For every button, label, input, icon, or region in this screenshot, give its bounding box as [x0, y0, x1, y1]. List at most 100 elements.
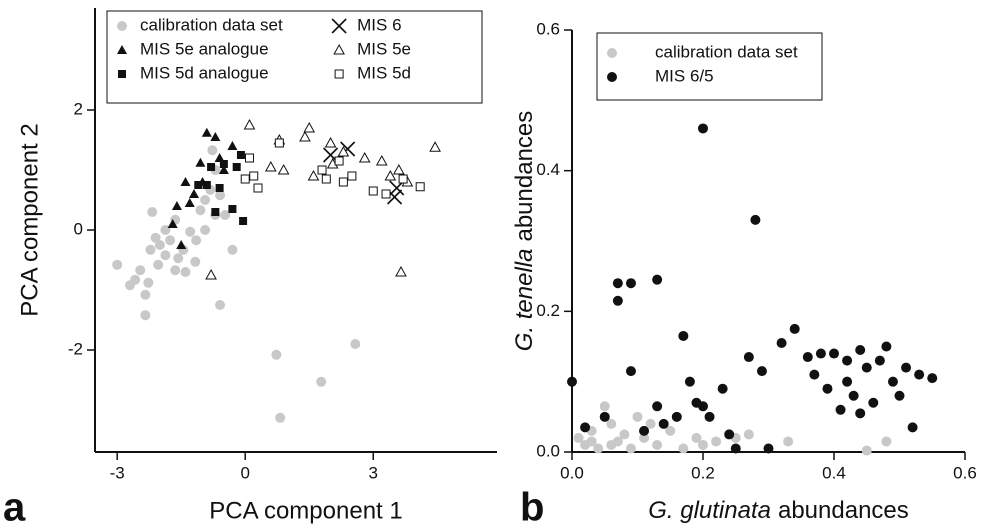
- marker: [244, 153, 254, 163]
- marker: [375, 154, 388, 166]
- axis-label: PCA component 2: [16, 123, 43, 316]
- marker: [350, 339, 361, 349]
- marker: [874, 355, 885, 366]
- marker: [215, 184, 224, 192]
- marker: [220, 210, 231, 220]
- marker: [724, 429, 735, 440]
- marker: [176, 240, 187, 249]
- x-tick-label: 0.6: [953, 463, 977, 482]
- axis-label: G. glutinata abundances: [648, 497, 909, 524]
- x-tick-label: 0.0: [560, 463, 584, 482]
- marker: [835, 404, 846, 415]
- marker: [232, 163, 241, 171]
- marker: [907, 422, 918, 433]
- marker: [316, 376, 327, 387]
- y-tick-label: 0.0: [536, 441, 560, 460]
- marker: [275, 412, 286, 423]
- legend-marker: [117, 45, 127, 54]
- marker: [881, 436, 892, 447]
- marker: [927, 373, 938, 384]
- axis-label: PCA component 1: [209, 497, 402, 524]
- marker: [632, 411, 643, 422]
- marker: [170, 265, 181, 276]
- marker: [639, 432, 650, 443]
- marker: [619, 429, 630, 440]
- marker: [855, 408, 866, 419]
- legend-label: calibration data set: [140, 15, 283, 34]
- marker: [189, 189, 200, 198]
- marker: [914, 369, 925, 380]
- y-tick-label: 0.2: [536, 301, 560, 320]
- marker: [868, 397, 879, 408]
- marker: [368, 186, 378, 196]
- marker: [776, 337, 787, 348]
- legend-label: MIS 5d: [357, 63, 411, 82]
- marker: [240, 174, 250, 184]
- legend-label: MIS 5d analogue: [140, 63, 269, 82]
- legend-label: MIS 5e: [357, 39, 411, 58]
- marker: [381, 189, 391, 199]
- marker: [184, 198, 195, 207]
- marker: [711, 436, 722, 447]
- y-tick-label: 0: [74, 219, 83, 238]
- marker: [303, 121, 316, 133]
- axis-label-text: abundances: [511, 111, 538, 242]
- marker: [671, 411, 682, 422]
- marker: [802, 352, 813, 363]
- marker: [205, 268, 217, 280]
- marker: [358, 151, 371, 163]
- x-tick-label: -3: [110, 463, 125, 482]
- marker: [271, 349, 282, 360]
- marker: [180, 267, 191, 277]
- marker: [180, 177, 191, 186]
- marker: [299, 130, 311, 142]
- axis-label-italic: G. glutinata: [648, 497, 771, 524]
- marker: [684, 376, 695, 387]
- marker: [822, 383, 833, 394]
- marker: [593, 443, 604, 454]
- marker: [678, 330, 689, 341]
- marker: [130, 274, 141, 285]
- legend-marker: [331, 18, 347, 34]
- axis-label: G. tenella abundances: [511, 111, 538, 352]
- marker: [160, 250, 171, 261]
- marker: [337, 145, 350, 157]
- marker: [190, 256, 201, 267]
- marker: [253, 183, 263, 193]
- marker: [140, 310, 151, 321]
- marker: [658, 418, 669, 429]
- marker: [698, 401, 708, 412]
- marker: [147, 207, 158, 217]
- marker: [227, 244, 238, 255]
- legend-label: calibration data set: [655, 42, 798, 61]
- x-tick-label: 3: [369, 463, 378, 482]
- marker: [249, 171, 259, 181]
- marker: [201, 127, 212, 137]
- marker: [347, 171, 357, 181]
- marker: [194, 181, 203, 189]
- marker: [665, 425, 676, 436]
- x-tick-label: 0.2: [691, 463, 715, 482]
- marker: [625, 366, 636, 377]
- marker: [763, 443, 774, 454]
- marker: [606, 418, 617, 429]
- marker: [321, 174, 331, 184]
- marker: [691, 432, 702, 443]
- legend-marker: [334, 69, 344, 79]
- marker: [150, 232, 161, 243]
- marker: [264, 160, 277, 172]
- marker: [612, 295, 623, 306]
- panel-label: a: [3, 486, 26, 529]
- marker: [652, 401, 663, 412]
- marker: [625, 443, 636, 454]
- marker: [606, 439, 617, 450]
- marker: [730, 443, 741, 454]
- marker: [185, 226, 196, 237]
- marker: [750, 214, 761, 225]
- y-tick-label: 0.4: [536, 160, 560, 179]
- marker: [171, 201, 182, 210]
- marker: [625, 278, 636, 289]
- marker: [112, 259, 123, 270]
- marker: [789, 323, 800, 334]
